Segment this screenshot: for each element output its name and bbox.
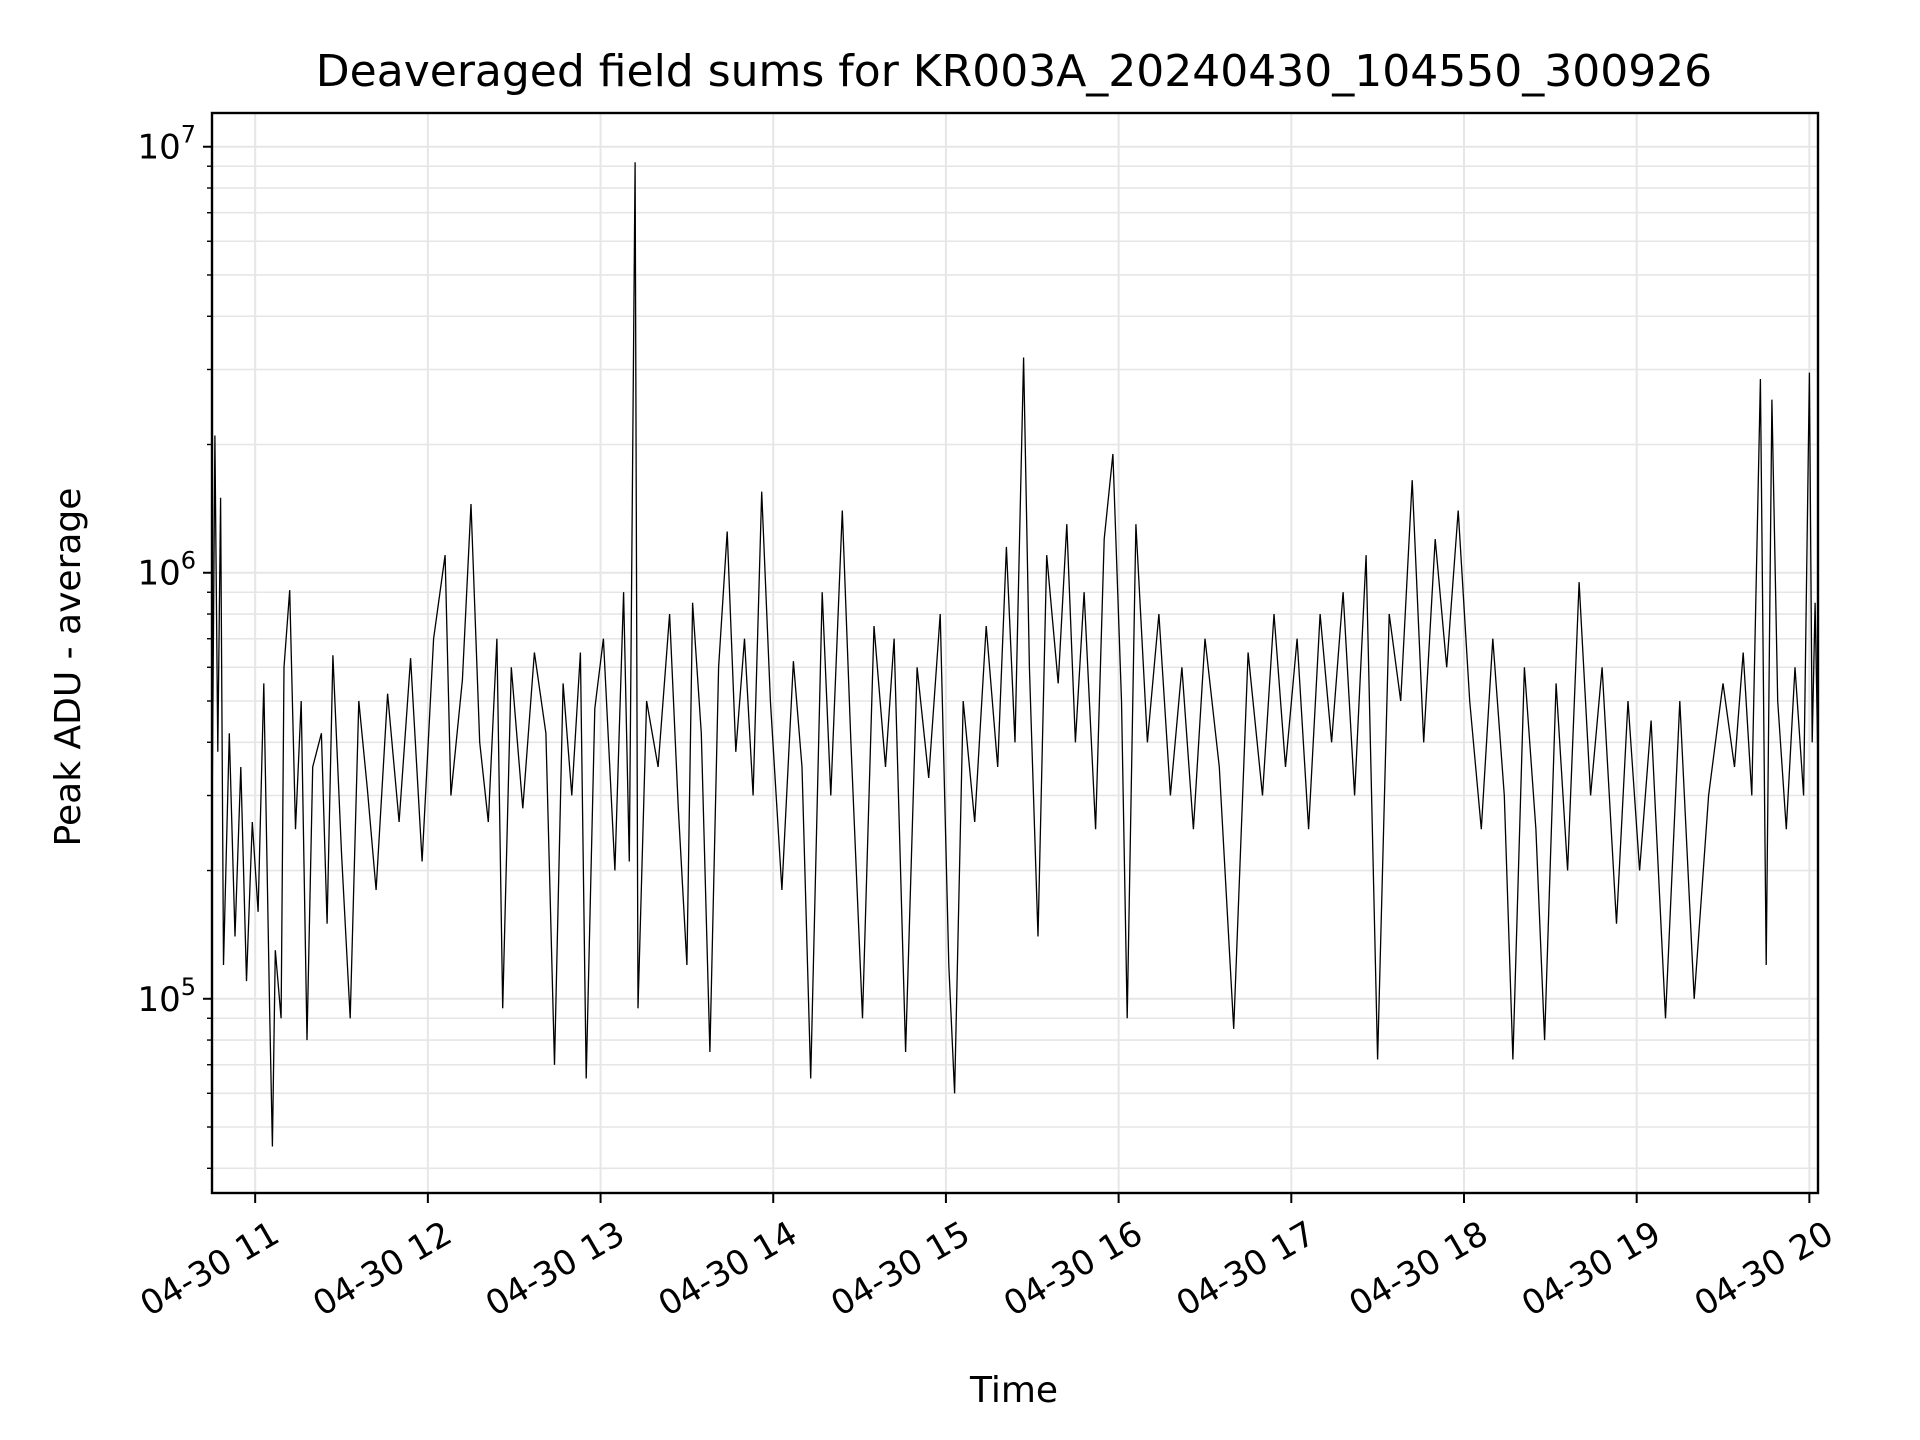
chart-title: Deaveraged field sums for KR003A_2024043… <box>316 46 1712 97</box>
plot-frame <box>210 111 1820 1195</box>
y-tick-exponent: 5 <box>181 973 196 1001</box>
y-tick-exponent: 6 <box>181 547 196 575</box>
y-axis-label: Peak ADU - average <box>48 488 89 847</box>
y-tick-base: 10 <box>137 554 180 594</box>
y-tick-label: 105 <box>137 973 196 1020</box>
series-layer <box>211 162 1819 1147</box>
y-tick-label: 106 <box>137 547 196 594</box>
y-tick-base: 10 <box>137 128 180 168</box>
series-line <box>211 162 1819 1147</box>
y-tick-exponent: 7 <box>181 121 196 149</box>
y-tick-base: 10 <box>137 980 180 1020</box>
x-axis-label: Time <box>969 1370 1058 1411</box>
y-tick-label: 107 <box>137 121 196 168</box>
